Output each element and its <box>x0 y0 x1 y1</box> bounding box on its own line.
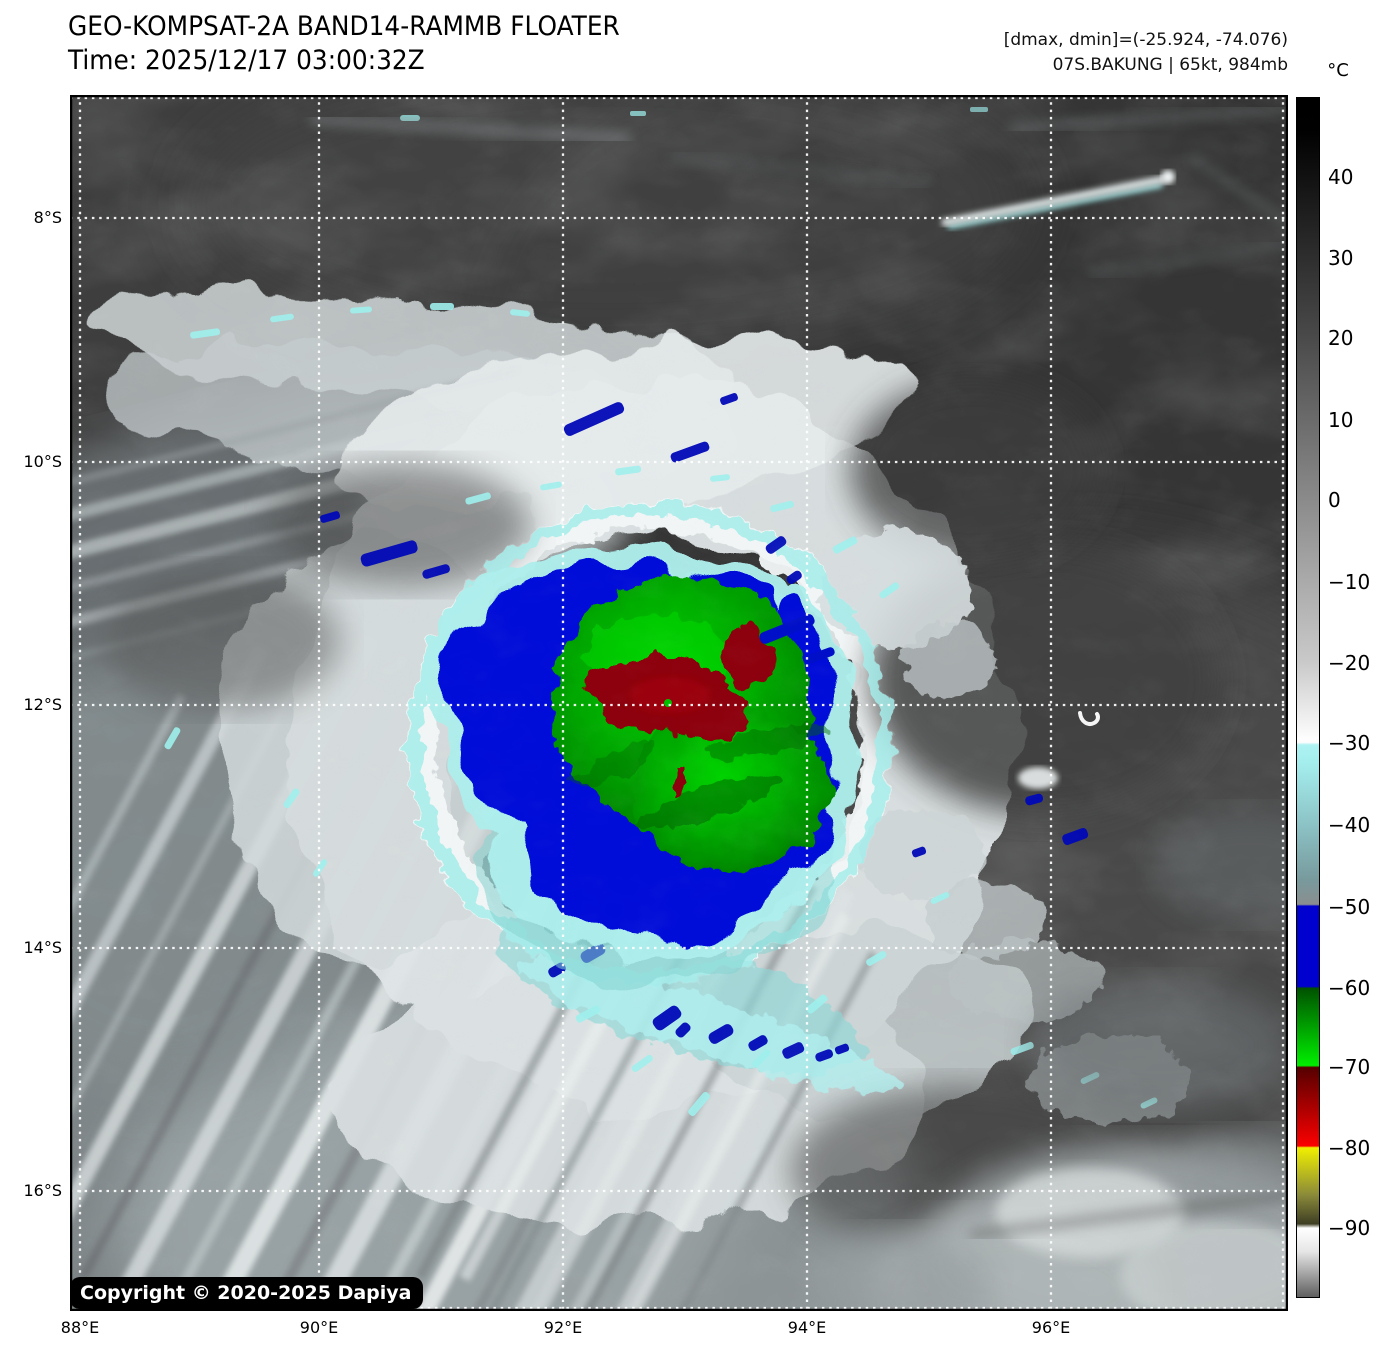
colorbar-tick: −20 <box>1328 651 1371 675</box>
lon-label: 92°E <box>543 1318 583 1337</box>
lat-label: 14°S <box>23 938 62 957</box>
colorbar <box>1296 97 1320 1298</box>
storm-info: 07S.BAKUNG | 65kt, 984mb <box>1052 55 1288 75</box>
lat-label: 16°S <box>23 1181 62 1200</box>
header-readouts: [dmax, dmin]=(-25.924, -74.076) 07S.BAKU… <box>1004 28 1288 78</box>
fine-texture-overlay <box>70 95 1288 1311</box>
colorbar-tick: −50 <box>1328 895 1371 919</box>
colorbar-tick: 30 <box>1328 246 1354 270</box>
lon-label: 88°E <box>60 1318 100 1337</box>
colorbar-unit: °C <box>1327 60 1349 81</box>
map-area <box>70 95 1288 1311</box>
colorbar-tick: 20 <box>1328 326 1354 350</box>
lon-label: 94°E <box>787 1318 827 1337</box>
dmax-dmin-readout: [dmax, dmin]=(-25.924, -74.076) <box>1003 30 1288 50</box>
lon-label: 96°E <box>1031 1318 1071 1337</box>
lon-label: 90°E <box>299 1318 339 1337</box>
map-border <box>70 95 1288 1311</box>
copyright-badge: Copyright © 2020-2025 Dapiya <box>70 1277 424 1309</box>
product-title: GEO-KOMPSAT-2A BAND14-RAMMB FLOATER <box>68 11 620 42</box>
lat-label: 10°S <box>23 452 62 471</box>
lat-label: 12°S <box>23 695 62 714</box>
gridlines <box>70 95 1288 1311</box>
header: GEO-KOMPSAT-2A BAND14-RAMMB FLOATER Time… <box>68 10 620 78</box>
colorbar-tick: 40 <box>1328 165 1354 189</box>
colorbar-tick: −30 <box>1328 731 1371 755</box>
satellite-image <box>70 95 1288 1311</box>
colorbar-tick: −80 <box>1328 1136 1371 1160</box>
annotation-squiggle <box>1078 711 1100 726</box>
colorbar-tick: 0 <box>1328 488 1341 512</box>
colorbar-tick: −90 <box>1328 1216 1371 1240</box>
colorbar-tick: 10 <box>1328 408 1354 432</box>
colorbar-tick: −60 <box>1328 976 1371 1000</box>
colorbar-tick: −40 <box>1328 813 1371 837</box>
colorbar-tick: −10 <box>1328 570 1371 594</box>
lat-label: 8°S <box>33 208 62 227</box>
colorbar-tick: −70 <box>1328 1055 1371 1079</box>
timestamp: Time: 2025/12/17 03:00:32Z <box>68 45 425 76</box>
